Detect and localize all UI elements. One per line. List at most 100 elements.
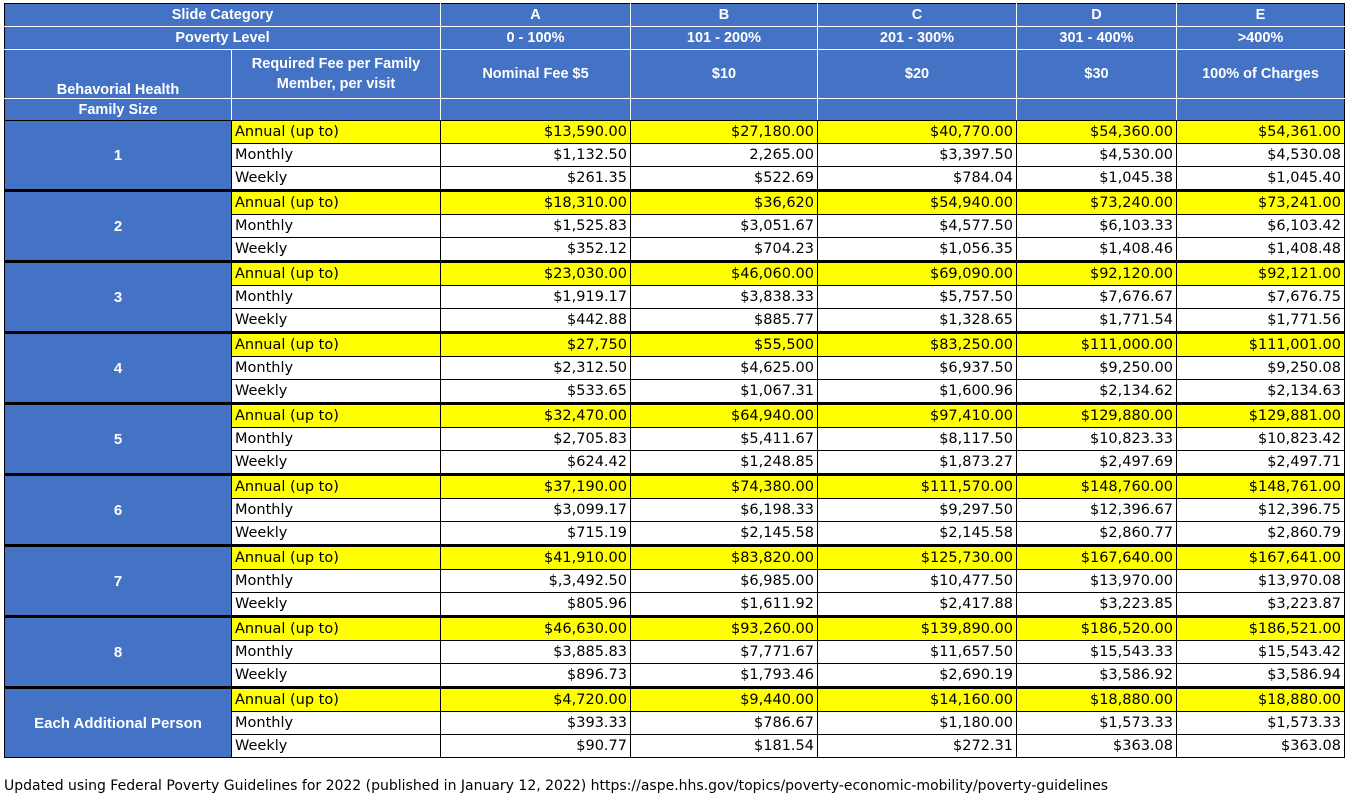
monthly-value: $3,885.83 xyxy=(440,640,631,664)
weekly-value: $352.12 xyxy=(440,237,631,263)
poverty-level-a: 0 - 100% xyxy=(440,26,631,50)
annual-value: $4,720.00 xyxy=(440,687,631,712)
annual-value: $9,440.00 xyxy=(630,687,818,712)
monthly-value: $6,103.33 xyxy=(1016,214,1177,238)
slide-category-d: D xyxy=(1016,3,1177,27)
monthly-label: Monthly xyxy=(231,285,441,309)
family-size-cell: 7 xyxy=(4,545,232,618)
weekly-value: $2,860.79 xyxy=(1176,521,1345,547)
monthly-value: $5,411.67 xyxy=(630,427,818,451)
family-size-cell: 5 xyxy=(4,403,232,476)
weekly-value: $522.69 xyxy=(630,166,818,192)
blank-header-cell xyxy=(817,98,1017,121)
annual-row: 2 Annual (up to) $18,310.00 $36,620 $54,940.… xyxy=(4,190,1345,263)
annual-label: Annual (up to) xyxy=(231,403,441,428)
weekly-value: $1,045.40 xyxy=(1176,166,1345,192)
monthly-value: $6,198.33 xyxy=(630,498,818,522)
annual-value: $46,630.00 xyxy=(440,616,631,641)
monthly-value: $15,543.33 xyxy=(1016,640,1177,664)
annual-value: $37,190.00 xyxy=(440,474,631,499)
annual-value: $111,570.00 xyxy=(817,474,1017,499)
blank-header-cell xyxy=(1016,98,1177,121)
fee-b: $10 xyxy=(630,49,818,99)
annual-value: $40,770.00 xyxy=(817,120,1017,144)
monthly-value: $10,477.50 xyxy=(817,569,1017,593)
weekly-value: $784.04 xyxy=(817,166,1017,192)
fee-row: Behavorial Health Required Fee per Famil… xyxy=(4,49,1345,99)
annual-value: $139,890.00 xyxy=(817,616,1017,641)
weekly-value: $442.88 xyxy=(440,308,631,334)
annual-label: Annual (up to) xyxy=(231,261,441,286)
annual-value: $129,880.00 xyxy=(1016,403,1177,428)
family-size-cell: 4 xyxy=(4,332,232,405)
weekly-value: $2,690.19 xyxy=(817,663,1017,689)
weekly-label: Weekly xyxy=(231,379,441,405)
poverty-level-row: Poverty Level 0 - 100% 101 - 200% 201 - … xyxy=(4,26,1345,50)
annual-value: $148,760.00 xyxy=(1016,474,1177,499)
monthly-value: $2,312.50 xyxy=(440,356,631,380)
monthly-row: Monthly $1,132.50 2,265.00 $3,397.50 $4,530.… xyxy=(5,143,1345,167)
monthly-value: $4,577.50 xyxy=(817,214,1017,238)
monthly-row: Monthly $2,312.50 $4,625.00 $6,937.50 $9,250… xyxy=(5,356,1345,380)
weekly-value: $1,600.96 xyxy=(817,379,1017,405)
annual-row: 5 Annual (up to) $32,470.00 $64,940.00 $97,4… xyxy=(4,403,1345,476)
poverty-level-e: >400% xyxy=(1176,26,1345,50)
annual-value: $18,880.00 xyxy=(1176,687,1345,712)
annual-label: Annual (up to) xyxy=(231,332,441,357)
annual-row: Each Additional Person Annual (up to) $4,7… xyxy=(4,687,1345,758)
slide-category-a: A xyxy=(440,3,631,27)
blank-header-cell xyxy=(440,98,631,121)
weekly-value: $2,497.69 xyxy=(1016,450,1177,476)
annual-value: $27,750 xyxy=(440,332,631,357)
annual-label: Annual (up to) xyxy=(231,474,441,499)
annual-value: $111,001.00 xyxy=(1176,332,1345,357)
annual-value: $54,940.00 xyxy=(817,190,1017,215)
weekly-value: $2,497.71 xyxy=(1176,450,1345,476)
annual-row: 1 Annual (up to) $13,590.00 $27,180.00 $40,7… xyxy=(4,120,1345,192)
blank-header-cell xyxy=(630,98,818,121)
annual-row: 3 Annual (up to) $23,030.00 $46,060.00 $69,0… xyxy=(4,261,1345,334)
annual-value: $23,030.00 xyxy=(440,261,631,286)
family-size-header: Family Size xyxy=(4,98,232,121)
footnote: Updated using Federal Poverty Guidelines… xyxy=(4,778,1109,794)
weekly-value: $1,328.65 xyxy=(817,308,1017,334)
family-size-cell: 2 xyxy=(4,190,232,263)
weekly-value: $3,586.94 xyxy=(1176,663,1345,689)
monthly-value: $786.67 xyxy=(630,711,818,735)
annual-label: Annual (up to) xyxy=(231,120,441,144)
monthly-value: $15,543.42 xyxy=(1176,640,1345,664)
monthly-value: $7,676.75 xyxy=(1176,285,1345,309)
weekly-value: $704.23 xyxy=(630,237,818,263)
weekly-value: $1,611.92 xyxy=(630,592,818,618)
weekly-value: $2,417.88 xyxy=(817,592,1017,618)
monthly-value: $10,823.33 xyxy=(1016,427,1177,451)
weekly-row: Weekly $90.77 $181.54 $272.31 $363.08 $363.08 xyxy=(5,734,1345,758)
fee-e: 100% of Charges xyxy=(1176,49,1345,99)
blank-header-cell xyxy=(231,98,441,121)
weekly-row: Weekly $896.73 $1,793.46 $2,690.19 $3,586.92… xyxy=(5,663,1345,689)
monthly-value: $9,250.00 xyxy=(1016,356,1177,380)
monthly-label: Monthly xyxy=(231,498,441,522)
weekly-value: $1,408.48 xyxy=(1176,237,1345,263)
monthly-value: $393.33 xyxy=(440,711,631,735)
annual-value: $54,360.00 xyxy=(1016,120,1177,144)
weekly-value: $261.35 xyxy=(440,166,631,192)
monthly-value: $12,396.75 xyxy=(1176,498,1345,522)
weekly-value: $1,045.38 xyxy=(1016,166,1177,192)
weekly-value: $1,771.56 xyxy=(1176,308,1345,334)
annual-value: $14,160.00 xyxy=(817,687,1017,712)
annual-value: $55,500 xyxy=(630,332,818,357)
weekly-label: Weekly xyxy=(231,237,441,263)
weekly-row: Weekly $442.88 $885.77 $1,328.65 $1,771.54 $1… xyxy=(5,308,1345,334)
annual-value: $83,250.00 xyxy=(817,332,1017,357)
weekly-value: $1,873.27 xyxy=(817,450,1017,476)
weekly-value: $1,067.31 xyxy=(630,379,818,405)
annual-value: $167,640.00 xyxy=(1016,545,1177,570)
weekly-value: $885.77 xyxy=(630,308,818,334)
weekly-value: $1,248.85 xyxy=(630,450,818,476)
annual-value: $74,380.00 xyxy=(630,474,818,499)
weekly-value: $2,134.63 xyxy=(1176,379,1345,405)
monthly-row: Monthly $3,885.83 $7,771.67 $11,657.50 $15,5… xyxy=(5,640,1345,664)
weekly-value: $3,223.85 xyxy=(1016,592,1177,618)
family-size-cell: 8 xyxy=(4,616,232,689)
